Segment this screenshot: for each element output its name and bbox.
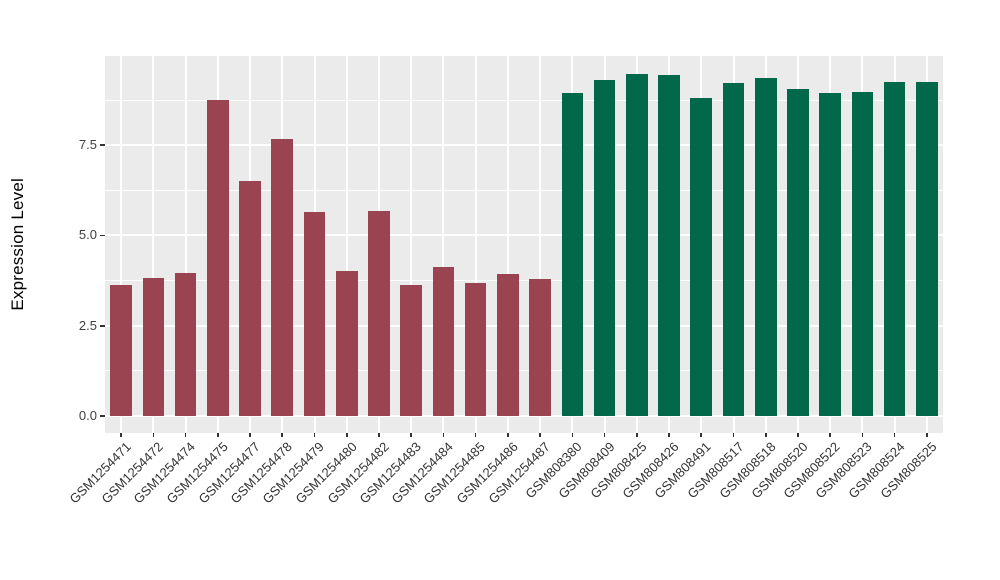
- bar: [561, 93, 584, 416]
- major-gridline: [105, 234, 943, 237]
- y-tick-mark: [100, 234, 105, 237]
- x-tick-mark: [764, 433, 767, 437]
- category-gridline: [152, 56, 155, 433]
- x-tick-mark: [732, 433, 735, 437]
- y-tick-label: 7.5: [78, 137, 97, 153]
- x-tick-mark: [861, 433, 864, 437]
- bar: [464, 283, 487, 416]
- x-tick-mark: [474, 433, 477, 437]
- x-tick-mark: [442, 433, 445, 437]
- x-tick-mark: [603, 433, 606, 437]
- bar: [271, 139, 294, 416]
- bar: [883, 82, 906, 416]
- bar: [303, 212, 326, 416]
- bar: [174, 272, 197, 416]
- bar: [142, 278, 165, 416]
- major-gridline: [105, 144, 943, 147]
- minor-gridline: [105, 370, 943, 372]
- bar: [368, 211, 390, 416]
- category-gridline: [120, 56, 123, 433]
- x-tick-mark: [184, 433, 187, 437]
- plot-panel: [105, 56, 943, 433]
- x-tick-mark: [378, 433, 380, 437]
- minor-gridline: [105, 99, 943, 101]
- y-tick-mark: [100, 415, 105, 417]
- x-tick-mark: [636, 433, 638, 437]
- x-tick-mark: [152, 433, 155, 437]
- bar: [916, 82, 938, 416]
- y-tick-label: 2.5: [78, 317, 97, 333]
- y-tick-mark: [100, 144, 105, 146]
- bar: [432, 267, 455, 416]
- x-tick-mark: [668, 433, 670, 437]
- x-tick-mark: [571, 433, 574, 437]
- x-tick-mark: [507, 433, 509, 437]
- bar: [593, 79, 616, 416]
- minor-gridline: [105, 189, 943, 191]
- category-gridline: [506, 56, 509, 433]
- category-gridline: [410, 56, 413, 433]
- category-gridline: [184, 56, 187, 433]
- bar: [722, 83, 745, 416]
- bar: [207, 100, 229, 416]
- y-tick-label: 0.0: [78, 408, 97, 423]
- x-tick-mark: [120, 433, 122, 437]
- y-tick-label: 5.0: [78, 227, 97, 243]
- bar: [658, 75, 680, 416]
- bar: [787, 88, 809, 416]
- category-gridline: [474, 56, 477, 433]
- x-tick-mark: [700, 433, 703, 437]
- x-tick-mark: [829, 433, 831, 437]
- x-tick-mark: [249, 433, 251, 437]
- minor-gridline: [105, 280, 943, 282]
- bar: [239, 181, 261, 416]
- bar: [754, 77, 777, 416]
- bar: [626, 74, 648, 416]
- x-tick-mark: [539, 433, 541, 437]
- major-gridline: [105, 415, 943, 417]
- bar: [851, 92, 874, 416]
- bar: [335, 271, 358, 416]
- category-gridline: [539, 56, 542, 433]
- major-gridline: [105, 324, 943, 327]
- x-tick-mark: [217, 433, 219, 437]
- x-tick-mark: [410, 433, 412, 437]
- x-tick-mark: [797, 433, 799, 437]
- category-gridline: [442, 56, 445, 433]
- x-tick-mark: [345, 433, 348, 437]
- y-axis-title-wrap: Expression Level: [8, 56, 28, 433]
- bar: [110, 284, 132, 416]
- category-gridline: [345, 56, 348, 433]
- bar: [690, 97, 713, 416]
- x-tick-mark: [926, 433, 928, 437]
- bar: [400, 284, 422, 416]
- bar: [819, 93, 841, 416]
- x-tick-mark: [281, 433, 284, 437]
- bar: [529, 279, 551, 416]
- y-tick-mark: [100, 324, 105, 327]
- y-axis-title: Expression Level: [8, 178, 27, 311]
- x-tick-mark: [313, 433, 316, 437]
- x-tick-mark: [893, 433, 896, 437]
- bar: [497, 274, 519, 416]
